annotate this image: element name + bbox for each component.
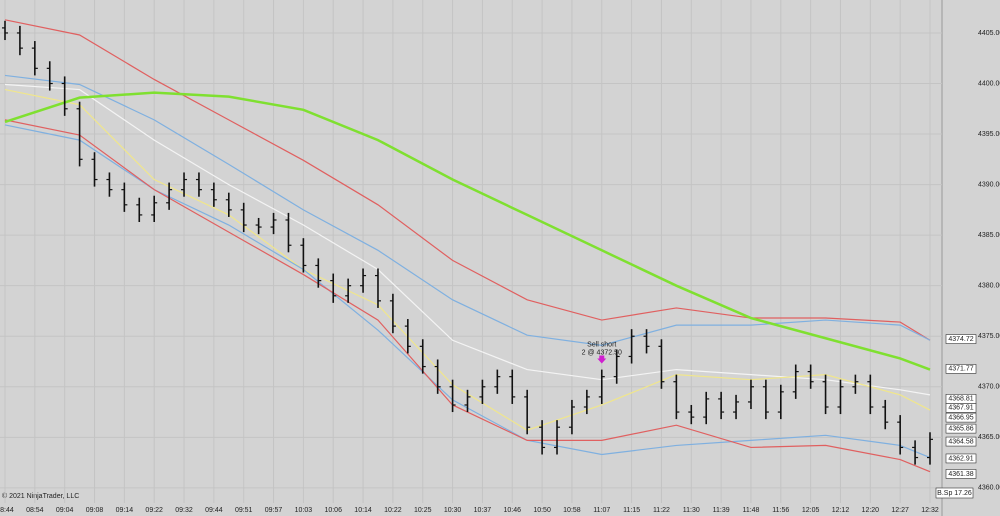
price-marker-label: 4366.95 bbox=[948, 414, 973, 421]
price-marker-label: 4368.81 bbox=[948, 396, 973, 403]
x-tick-label: 10:37 bbox=[474, 507, 492, 514]
price-marker-label: 4365.86 bbox=[948, 425, 973, 432]
x-tick-label: 10:25 bbox=[414, 507, 432, 514]
y-tick-label: 4365.00 bbox=[978, 434, 1000, 441]
price-marker-box bbox=[945, 364, 977, 374]
trade-marker bbox=[597, 355, 607, 364]
y-tick-label: 4360.00 bbox=[978, 485, 1000, 492]
x-tick-label: 12:27 bbox=[891, 507, 909, 514]
x-tick-label: 09:14 bbox=[116, 507, 134, 514]
x-tick-label: 12:32 bbox=[921, 507, 939, 514]
price-marker-box bbox=[945, 469, 977, 479]
status-label: B.Sp 17.26 bbox=[937, 490, 972, 497]
x-tick-label: 10:06 bbox=[324, 507, 342, 514]
price-marker-box bbox=[945, 423, 977, 434]
price-marker-label: 4362.91 bbox=[948, 455, 973, 462]
x-tick-label: 10:30 bbox=[444, 507, 462, 514]
x-tick-label: 09:04 bbox=[56, 507, 74, 514]
y-tick-label: 4385.00 bbox=[978, 232, 1000, 239]
x-tick-label: 11:22 bbox=[653, 507, 670, 514]
annotation-text: Sell short bbox=[587, 341, 616, 348]
price-marker-box bbox=[945, 403, 977, 413]
x-tick-label: 10:22 bbox=[384, 507, 402, 514]
x-tick-label: 12:05 bbox=[802, 507, 820, 514]
status-box bbox=[935, 487, 974, 499]
price-marker-label: 4364.58 bbox=[948, 438, 973, 445]
indicator-line bbox=[4, 19, 931, 341]
x-tick-label: 09:44 bbox=[205, 507, 223, 514]
x-tick-label: 10:14 bbox=[354, 507, 372, 514]
x-tick-label: 10:46 bbox=[503, 507, 521, 514]
x-tick-label: 11:39 bbox=[713, 507, 730, 514]
x-tick-label: 08:54 bbox=[26, 507, 44, 514]
x-tick-label: 09:57 bbox=[265, 507, 283, 514]
y-tick-label: 4375.00 bbox=[978, 333, 1000, 340]
y-tick-label: 4400.00 bbox=[978, 80, 1000, 87]
x-tick-label: 10:50 bbox=[533, 507, 551, 514]
x-tick-label: 11:48 bbox=[742, 507, 759, 514]
x-tick-label: 09:08 bbox=[86, 507, 104, 514]
x-tick-label: 12:20 bbox=[862, 507, 880, 514]
y-tick-label: 4380.00 bbox=[978, 283, 1000, 290]
indicator-line bbox=[4, 119, 931, 473]
annotation-text: 2 @ 4372.50 bbox=[582, 349, 622, 356]
price-marker-box bbox=[945, 453, 977, 464]
x-tick-label: 11:15 bbox=[623, 507, 640, 514]
x-tick-label: 11:56 bbox=[772, 507, 789, 514]
x-tick-label: 12:12 bbox=[832, 507, 850, 514]
x-tick-label: 11:07 bbox=[593, 507, 610, 514]
x-tick-label: 08:44 bbox=[0, 507, 14, 514]
price-marker-box bbox=[945, 412, 977, 423]
x-tick-label: 10:03 bbox=[295, 507, 313, 514]
copyright: © 2021 NinjaTrader, LLC bbox=[2, 492, 79, 500]
price-marker-label: 4367.91 bbox=[948, 405, 973, 412]
indicator-line bbox=[4, 124, 931, 459]
y-tick-label: 4395.00 bbox=[978, 131, 1000, 138]
y-tick-label: 4405.00 bbox=[978, 30, 1000, 37]
indicator-line bbox=[4, 74, 931, 346]
x-tick-label: 10:58 bbox=[563, 507, 581, 514]
price-marker-box bbox=[945, 436, 977, 447]
x-tick-label: 11:30 bbox=[683, 507, 700, 514]
price-marker-label: 4371.77 bbox=[948, 366, 973, 373]
x-tick-label: 09:32 bbox=[175, 507, 193, 514]
x-tick-label: 09:51 bbox=[235, 507, 253, 514]
price-marker-label: 4361.38 bbox=[948, 471, 973, 478]
indicator-line bbox=[4, 91, 931, 371]
y-tick-label: 4390.00 bbox=[978, 181, 1000, 188]
y-tick-label: 4370.00 bbox=[978, 384, 1000, 391]
indicator-line bbox=[4, 88, 931, 431]
indicator-line bbox=[4, 83, 931, 396]
price-marker-box bbox=[945, 334, 977, 344]
price-marker-label: 4374.72 bbox=[948, 336, 973, 343]
x-tick-label: 09:22 bbox=[145, 507, 163, 514]
